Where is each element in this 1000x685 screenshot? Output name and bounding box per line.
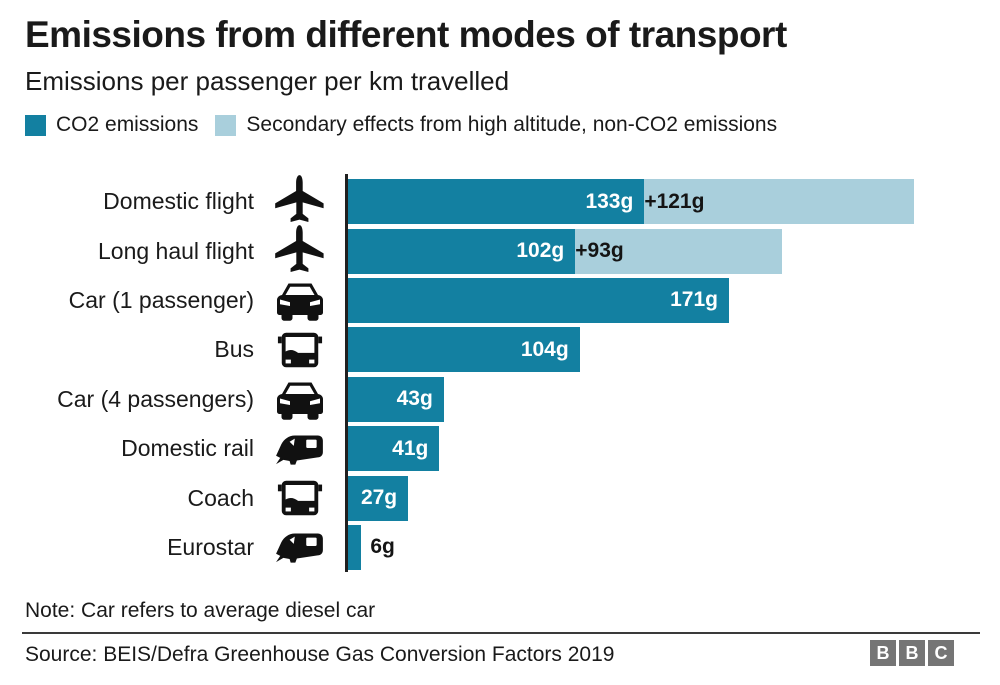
train-icon xyxy=(254,423,345,475)
table-row: Car (1 passenger) 171g xyxy=(0,276,1000,325)
co2-bar: 6g xyxy=(348,524,395,570)
co2-bar: 43g xyxy=(348,376,444,422)
co2-bar: 102g xyxy=(348,228,576,274)
page-title: Emissions from different modes of transp… xyxy=(25,14,787,55)
bar-group: 43g xyxy=(345,376,1000,422)
category-label: Domestic rail xyxy=(121,435,254,462)
bbc-logo-letter: B xyxy=(870,640,896,666)
co2-value: 102g xyxy=(516,239,565,263)
table-row: Car (4 passengers) 43g xyxy=(0,375,1000,424)
co2-bar: 41g xyxy=(348,426,440,472)
legend-item-co2: CO2 emissions xyxy=(25,113,198,137)
bar-group: 41g xyxy=(345,426,1000,472)
source-attribution: Source: BEIS/Defra Greenhouse Gas Conver… xyxy=(25,643,615,666)
bar-chart: Domestic flight 133g +121g Long haul fli… xyxy=(0,174,1000,572)
co2-value: 104g xyxy=(520,337,569,361)
bbc-logo: B B C xyxy=(867,640,954,666)
airplane-icon xyxy=(254,174,345,229)
table-row: Long haul flight 102g +93g xyxy=(0,224,1000,275)
category-label: Domestic flight xyxy=(103,188,254,215)
bar-group: 27g xyxy=(345,475,1000,521)
page-subtitle: Emissions per passenger per km travelled xyxy=(25,66,510,96)
eurostar-train-icon xyxy=(254,521,345,573)
category-label: Eurostar xyxy=(167,533,254,560)
co2-value: 43g xyxy=(396,387,433,411)
secondary-bar: +93g xyxy=(575,228,783,274)
bbc-logo-letter: C xyxy=(928,640,954,666)
bar-group: 104g xyxy=(345,327,1000,373)
category-label: Car (4 passengers) xyxy=(57,385,254,412)
category-label: Long haul flight xyxy=(97,237,254,264)
secondary-bar: +121g xyxy=(644,179,914,225)
category-label: Bus xyxy=(214,336,254,363)
legend-label-co2: CO2 emissions xyxy=(56,113,199,136)
co2-value: 27g xyxy=(360,486,398,510)
car-icon xyxy=(254,275,345,325)
secondary-swatch-icon xyxy=(215,114,237,136)
co2-bar: 104g xyxy=(348,327,580,373)
co2-value: 6g xyxy=(370,535,395,559)
co2-bar: 27g xyxy=(348,475,409,521)
bar-group: 6g xyxy=(345,524,1000,570)
table-row: Domestic flight 133g +121g xyxy=(0,174,1000,229)
co2-swatch-icon xyxy=(25,114,46,136)
co2-value: 41g xyxy=(392,436,429,460)
category-label: Coach xyxy=(187,484,254,511)
airplane-icon xyxy=(254,224,345,279)
co2-value: 171g xyxy=(670,288,718,312)
secondary-value: +93g xyxy=(575,239,624,263)
coach-icon xyxy=(254,474,345,522)
bus-icon xyxy=(254,326,345,374)
car-icon xyxy=(254,374,345,424)
co2-value: 133g xyxy=(585,189,634,213)
co2-bar: 171g xyxy=(348,277,729,323)
chart-note: Note: Car refers to average diesel car xyxy=(25,599,376,622)
table-row: Domestic rail 41g xyxy=(0,424,1000,473)
table-row: Bus 104g xyxy=(0,325,1000,374)
legend-item-secondary: Secondary effects from high altitude, no… xyxy=(215,113,777,137)
table-row: Coach 27g xyxy=(0,473,1000,522)
footer-divider xyxy=(22,632,980,634)
table-row: Eurostar 6g xyxy=(0,523,1000,572)
axis-baseline xyxy=(345,174,348,572)
legend-label-secondary: Secondary effects from high altitude, no… xyxy=(246,113,778,136)
bar-group: 102g +93g xyxy=(345,228,1000,274)
secondary-value: +121g xyxy=(644,189,705,213)
bar-group: 171g xyxy=(345,277,1000,323)
legend: CO2 emissions Secondary effects from hig… xyxy=(25,113,794,137)
category-label: Car (1 passenger) xyxy=(68,286,254,313)
bbc-logo-letter: B xyxy=(899,640,925,666)
bar-group: 133g +121g xyxy=(345,179,1000,225)
co2-bar: 133g xyxy=(348,179,645,225)
